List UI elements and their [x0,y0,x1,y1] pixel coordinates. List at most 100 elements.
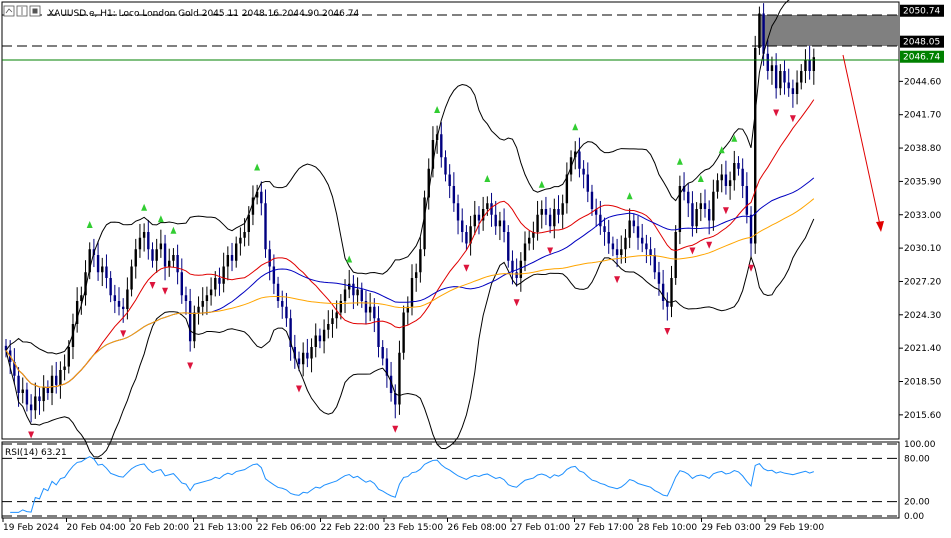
candle-body [678,186,682,232]
candle-body [247,214,250,232]
up-arrow [731,134,738,142]
candle-body [670,278,673,307]
candle-body [34,396,37,411]
candle-body [373,306,376,319]
price-tag-label: 2050.74 [903,7,940,17]
bollinger-lower [5,218,815,458]
candle-body [557,209,560,215]
candle-body [645,243,648,250]
time-tick-label: 20 Feb 20:00 [130,523,189,533]
rsi-level-label: 80.00 [904,454,930,464]
candle-body [465,232,468,244]
candle-body [502,220,506,232]
candle-body [808,59,811,71]
moving-average-line [5,99,815,389]
down-arrow [463,264,470,272]
candle-body [209,289,213,296]
candle-body [741,168,744,186]
candle-body [720,174,723,181]
rsi-level-label: 20.00 [904,498,930,508]
price-tag-box [900,50,944,63]
candle-body [469,226,472,244]
candle-body [800,71,803,83]
candle-body [661,283,665,301]
candle-body [310,347,313,359]
up-arrow [346,255,353,263]
rsi-plot-frame [1,441,900,519]
candle-body [523,243,527,261]
candle-body [394,393,397,405]
candle-body [13,361,16,376]
candle-body [440,134,443,158]
price-tag-label: 2046.74 [903,53,940,63]
time-tick-label: 19 Feb 2024 [3,523,59,533]
candle-body [653,255,656,273]
down-arrow [120,330,127,338]
candle-body [59,370,62,385]
down-arrow [187,362,194,370]
time-tick-label: 26 Feb 08:00 [448,523,507,533]
candle-body [318,335,322,342]
candle-body [707,209,711,221]
candle-body [176,255,179,273]
candle-body [406,306,410,313]
candle-body [264,203,267,250]
candle-body [29,404,33,411]
candle-body [343,289,347,301]
candle-body [624,237,627,250]
candle-body [293,347,297,359]
candle-body [728,180,732,186]
price-tick-label: 2021.40 [904,344,941,354]
candle-body [402,312,405,353]
candle-body [306,352,309,359]
signal-arrows [28,105,796,439]
candle-body [138,237,142,250]
down-arrow [614,276,621,284]
candle-body [147,232,150,250]
price-tick-label: 2038.80 [904,144,941,154]
candle-body [682,186,686,192]
candle-body [527,237,531,244]
price-tick-label: 2044.60 [904,77,941,87]
time-tick-label: 28 Feb 10:00 [638,523,697,533]
candle-body [507,232,510,261]
candle-body [126,289,129,310]
candle-body [783,71,786,83]
down-arrow [689,247,696,255]
candle-body [599,214,602,227]
candle-body [255,191,259,198]
chart-title: XAUUSD.e, H1: Loco London Gold 2045.11 2… [48,9,359,19]
candle-body [109,278,112,296]
candle-body [582,168,585,175]
rsi-levels: 100.00 80.00 20.00 0.00 [2,440,936,522]
candle-body [553,209,556,227]
candle-body [268,249,271,267]
candle-body [452,186,456,204]
candle-body [687,191,690,204]
price-tag-box [900,35,944,48]
candle-body [419,249,422,273]
candle-body [561,203,564,215]
candle-body [331,318,334,324]
candle-body [285,306,288,319]
candle-body [260,191,263,204]
candle-body [477,214,481,221]
time-tick-label: 21 Feb 13:00 [194,523,253,533]
candle-body [75,301,79,324]
candle-body [105,266,108,278]
candle-body [130,266,133,290]
candle-body [515,272,518,278]
candle-body [544,209,548,215]
candle-body [473,214,476,227]
candle-body [414,272,418,278]
candle-body [230,255,234,261]
up-arrow [697,174,704,182]
candle-body [281,301,284,307]
up-arrow [170,226,177,234]
candle-body [674,232,677,278]
candle-body [134,249,137,267]
forecast-zone [760,15,899,46]
candle-body [84,272,87,296]
candle-body [762,13,765,54]
